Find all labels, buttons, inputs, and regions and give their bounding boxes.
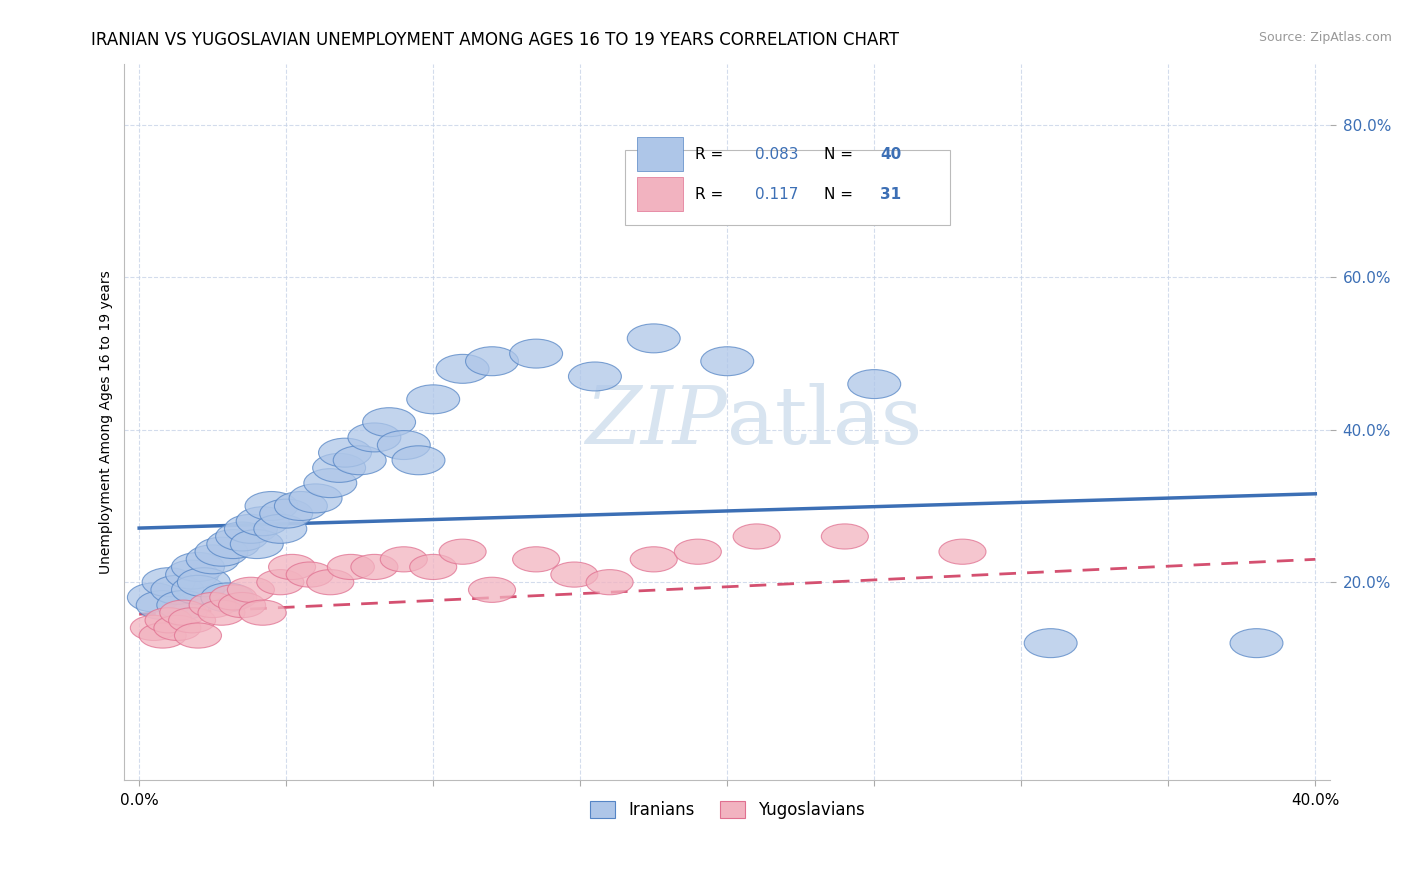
Ellipse shape [228,577,274,602]
Ellipse shape [218,592,266,617]
Text: 40: 40 [880,147,901,161]
Ellipse shape [215,522,269,551]
Ellipse shape [1024,629,1077,657]
Text: IRANIAN VS YUGOSLAVIAN UNEMPLOYMENT AMONG AGES 16 TO 19 YEARS CORRELATION CHART: IRANIAN VS YUGOSLAVIAN UNEMPLOYMENT AMON… [91,31,900,49]
Ellipse shape [260,500,312,528]
Text: R =: R = [695,187,728,202]
Ellipse shape [551,562,598,587]
Y-axis label: Unemployment Among Ages 16 to 19 years: Unemployment Among Ages 16 to 19 years [100,270,114,574]
Ellipse shape [172,552,225,582]
Ellipse shape [509,339,562,368]
Ellipse shape [145,607,193,632]
Ellipse shape [392,446,444,475]
Ellipse shape [363,408,416,437]
Ellipse shape [307,570,354,595]
Ellipse shape [347,423,401,452]
Ellipse shape [231,530,283,558]
Ellipse shape [513,547,560,572]
Ellipse shape [245,491,298,520]
Ellipse shape [821,524,869,549]
Ellipse shape [333,446,387,475]
Ellipse shape [236,507,290,536]
Ellipse shape [269,555,315,580]
Ellipse shape [174,623,222,648]
Ellipse shape [274,491,328,520]
Ellipse shape [142,567,195,597]
Ellipse shape [201,583,254,612]
Ellipse shape [465,347,519,376]
Ellipse shape [136,591,190,620]
Ellipse shape [150,575,204,604]
Ellipse shape [1230,629,1282,657]
Ellipse shape [131,615,177,640]
Text: Source: ZipAtlas.com: Source: ZipAtlas.com [1258,31,1392,45]
Ellipse shape [128,583,180,612]
Text: atlas: atlas [727,384,922,461]
Ellipse shape [157,591,209,620]
Text: 31: 31 [880,187,901,202]
Bar [637,137,683,171]
Ellipse shape [409,555,457,580]
Ellipse shape [733,524,780,549]
Text: ZIP: ZIP [585,384,727,461]
Ellipse shape [169,607,215,632]
Ellipse shape [939,539,986,565]
Ellipse shape [436,354,489,384]
Ellipse shape [198,600,245,625]
Ellipse shape [352,555,398,580]
Ellipse shape [586,570,633,595]
Ellipse shape [239,600,287,625]
Ellipse shape [254,515,307,543]
Text: 0.083: 0.083 [755,147,799,161]
Ellipse shape [166,560,218,589]
Ellipse shape [848,369,901,399]
Ellipse shape [190,592,236,617]
Ellipse shape [377,431,430,459]
Ellipse shape [139,623,186,648]
Ellipse shape [287,562,333,587]
FancyBboxPatch shape [624,150,950,225]
Ellipse shape [153,615,201,640]
Ellipse shape [304,468,357,498]
Text: N =: N = [824,187,858,202]
Ellipse shape [627,324,681,353]
Bar [637,177,683,211]
Ellipse shape [312,453,366,483]
Ellipse shape [380,547,427,572]
Ellipse shape [319,438,371,467]
Text: N =: N = [824,147,858,161]
Ellipse shape [209,585,257,610]
Ellipse shape [207,530,260,558]
Ellipse shape [195,537,247,566]
Ellipse shape [439,539,486,565]
Ellipse shape [186,545,239,574]
Ellipse shape [406,384,460,414]
Text: R =: R = [695,147,728,161]
Ellipse shape [700,347,754,376]
Ellipse shape [257,570,304,595]
Ellipse shape [290,483,342,513]
Ellipse shape [328,555,374,580]
Ellipse shape [630,547,678,572]
Ellipse shape [172,575,225,604]
Ellipse shape [160,600,207,625]
Ellipse shape [468,577,516,602]
Ellipse shape [225,515,277,543]
Ellipse shape [675,539,721,565]
Text: 0.117: 0.117 [755,187,799,202]
Legend: Iranians, Yugoslavians: Iranians, Yugoslavians [583,794,872,826]
Ellipse shape [177,567,231,597]
Ellipse shape [568,362,621,391]
